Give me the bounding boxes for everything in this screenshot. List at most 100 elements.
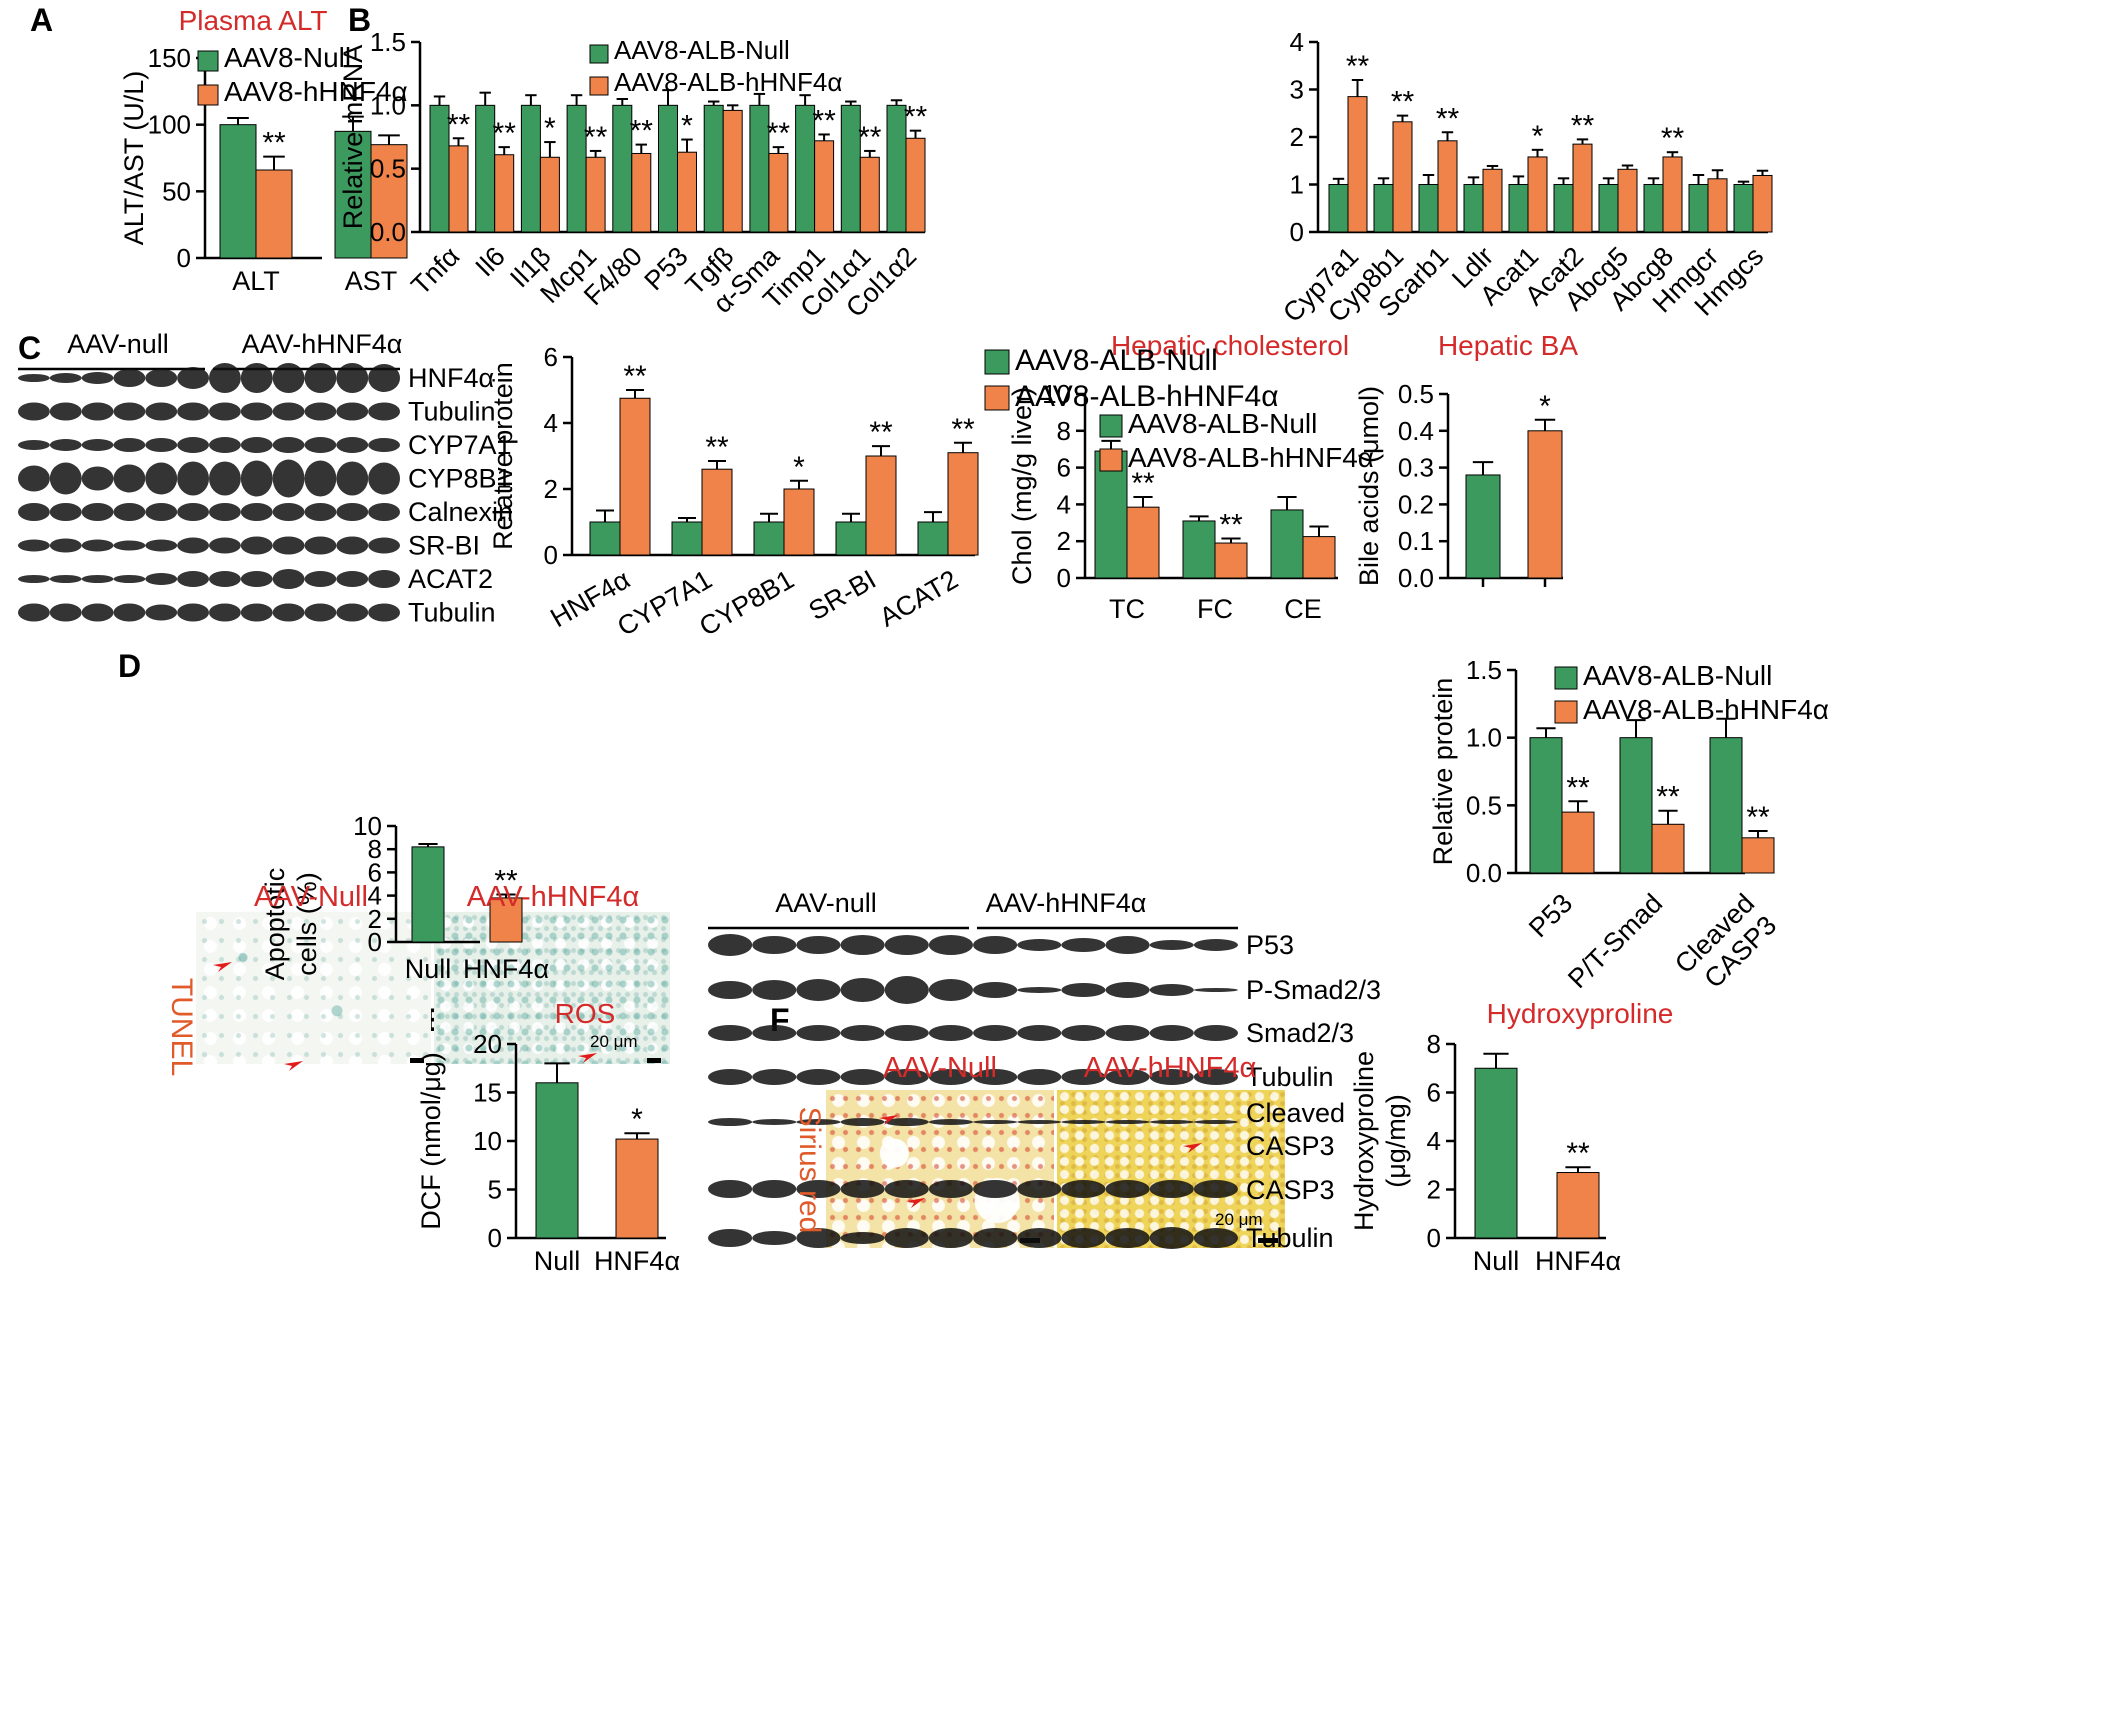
blot-band [796,1228,841,1248]
blot-band [113,402,146,421]
blot-band [1061,1180,1106,1198]
y-axis-label: Bile acids (μmol) [1354,386,1384,586]
bar [255,169,293,259]
bar [1302,536,1336,579]
blot-band [840,1232,885,1244]
blot-band [304,437,337,453]
blot-band [1149,984,1194,996]
blot-band [113,503,146,521]
blot-band [1105,1120,1150,1124]
blot-band [1105,1228,1150,1248]
blot-band [81,575,114,583]
legend-swatch [589,76,609,96]
x-tick-label: P53 [1523,888,1578,943]
x-tick-label: ALT [232,266,280,296]
blot-band [209,603,241,622]
significance-mark: * [544,112,556,145]
blot-band [209,537,241,554]
blot-band [752,1231,797,1245]
bar [905,137,926,233]
bar [1527,430,1563,579]
blot-band [81,439,114,451]
legend-label: AAV8-ALB-Null [1583,660,1772,691]
blot-band [1061,1228,1106,1248]
blot-band [272,363,305,393]
bar [411,846,445,943]
blot-band [708,934,753,956]
bar [814,140,835,233]
blot-band [368,570,401,588]
legend-swatch [984,349,1010,375]
blot-band [304,503,337,521]
bar [1214,542,1248,579]
y-tick-label: 8 [1057,416,1071,446]
blot-band [336,461,369,496]
blot-band [304,402,337,421]
y-tick-label: 0.5 [1398,379,1434,409]
x-tick-label: ACAT2 [874,564,963,632]
blot-band [1017,1228,1062,1248]
blot-band [336,603,369,622]
x-tick-label: Null [405,954,452,984]
blot-label: Tubulin [1246,1062,1334,1092]
scale-label: 20 μm [1215,1210,1263,1229]
bar [1328,184,1349,233]
blot-band [240,363,273,393]
bar [589,521,621,556]
blot-band [81,503,114,521]
bar [1741,837,1775,874]
y-tick-label: 0 [1290,217,1304,247]
bar [1617,168,1638,233]
x-tick-label: CYP8B1 [694,564,799,642]
sirius-micrograph-hnf4a [1057,1090,1285,1248]
significance-mark: * [1532,120,1544,153]
blot-band [49,402,82,421]
legend-label: AAV8-ALB-Null [1015,344,1218,377]
blot-band [928,1025,974,1041]
blot-band [18,402,50,421]
blot-band [272,402,305,421]
legend-label: AAV8-hHNF4α [224,76,408,107]
y-tick-label: 0.1 [1398,526,1434,556]
x-tick-label: CYP7A1 [612,564,717,642]
blot-band [272,459,305,498]
blot-band [145,462,178,495]
blot-band [1193,988,1238,992]
bar [1643,184,1664,233]
significance-mark: * [793,451,805,484]
bar [865,455,897,556]
blot-label: CYP7A1 [408,430,512,460]
blot-band [1193,1228,1238,1248]
blot-band [368,537,401,554]
bar [1094,450,1128,579]
blot-band [49,439,82,451]
y-tick-label: 2 [1290,122,1304,152]
arrow-marker [906,1198,925,1208]
significance-mark: ** [705,431,729,464]
scale-label: 20 μm [590,1032,638,1051]
x-tick-label: HNF4α [594,1246,680,1276]
legend-swatch [1099,414,1123,438]
significance-mark: ** [584,121,608,154]
bar [1418,184,1439,233]
blot-band [368,503,401,521]
bar [1529,737,1563,874]
blot-band [304,536,337,555]
blot-band [209,402,241,421]
blot-label: Tubulin [408,598,496,628]
x-tick-label: Tnfα [405,241,465,301]
significance-mark: * [1539,390,1551,423]
blot-band [752,1119,797,1125]
blot-group-label: AAV-null [67,329,169,359]
blot-band [240,536,273,555]
blot-band [752,1180,797,1198]
significance-mark: ** [1346,50,1370,83]
panel-label-d: D [118,648,142,684]
x-tick-label: P/T-Smad [1562,888,1668,994]
chart-title: Plasma ALT [179,5,328,36]
y-tick-label: 50 [162,176,191,206]
bar [1437,140,1458,233]
y-tick-label: 0 [488,1223,502,1253]
bar [1463,184,1484,233]
y-tick-label: 20 [473,1029,502,1059]
